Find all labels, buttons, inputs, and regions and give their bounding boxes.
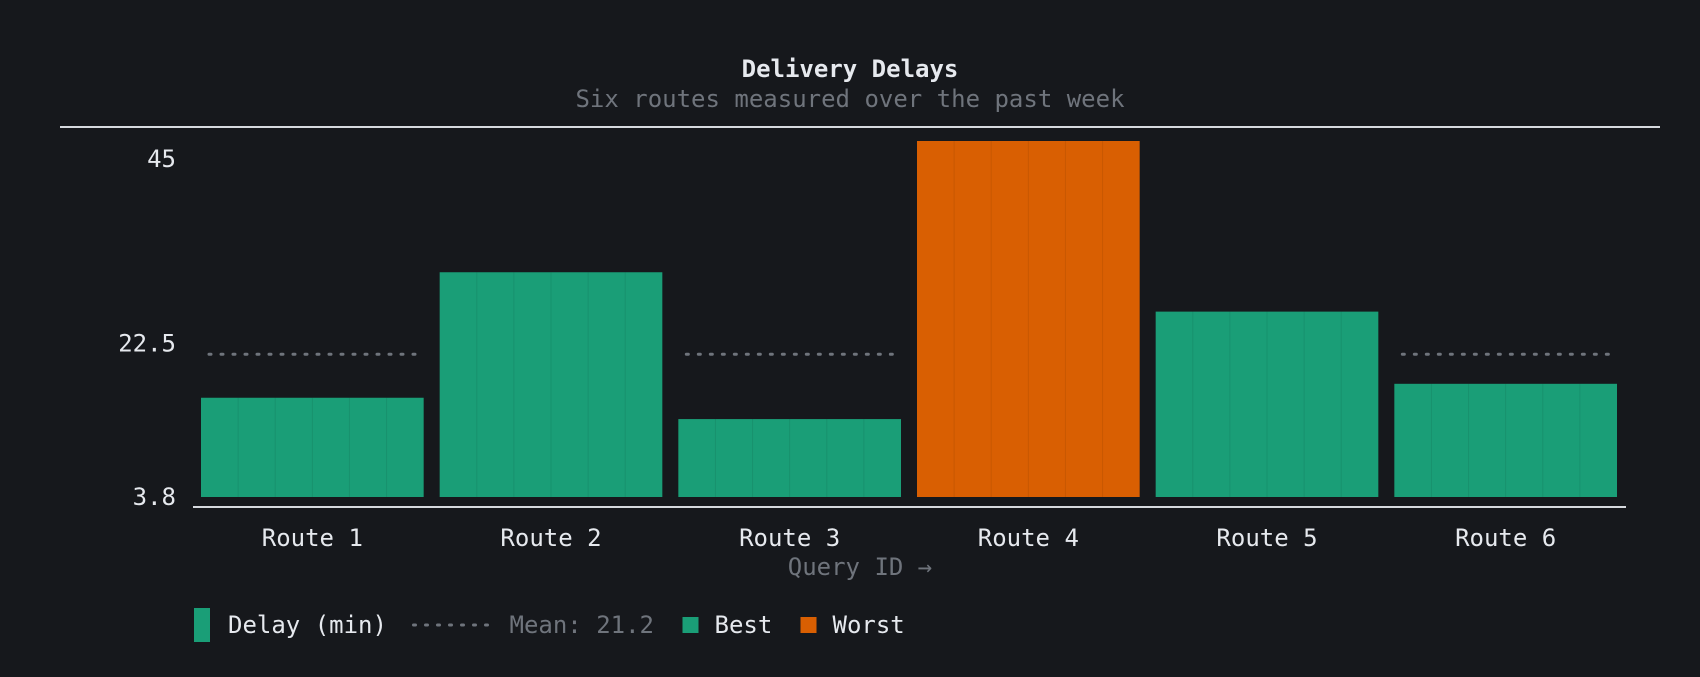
legend: Delay (min) Mean: 21.2 Best Worst	[194, 608, 905, 642]
legend-best-swatch	[682, 617, 699, 633]
x-tick-label: Route 2	[500, 524, 601, 552]
legend-bar-swatch	[194, 608, 210, 642]
legend-label-worst: Worst	[833, 611, 905, 639]
bar-route-5	[1155, 311, 1379, 497]
legend-label-best: Best	[715, 611, 773, 639]
legend-worst-swatch	[800, 617, 817, 633]
bar-route-1	[201, 397, 424, 497]
legend-label-bar: Delay (min)	[228, 611, 387, 639]
bar-route-6	[1394, 383, 1617, 497]
bar-route-2	[439, 272, 663, 497]
chart-title: Delivery Delays	[742, 55, 959, 83]
y-tick-label: 45	[147, 145, 176, 173]
bar-route-3	[678, 419, 901, 497]
x-tick-label: Route 3	[739, 524, 840, 552]
x-tick-label: Route 4	[978, 524, 1079, 552]
y-tick-label: 3.8	[133, 483, 176, 511]
chart-subtitle: Six routes measured over the past week	[575, 85, 1125, 113]
legend-label-mean: Mean: 21.2	[510, 611, 655, 639]
y-tick-label: 22.5	[118, 330, 176, 358]
x-tick-label: Route 6	[1455, 524, 1556, 552]
x-axis-label: Query ID →	[788, 553, 933, 581]
x-tick-label: Route 1	[262, 524, 363, 552]
bar-route-4	[917, 141, 1140, 497]
x-tick-label: Route 5	[1216, 524, 1317, 552]
plot-area: 45 22.5 3.8 Route 1 Route 2 Route 3 Route 4 Rou…	[118, 141, 1626, 552]
